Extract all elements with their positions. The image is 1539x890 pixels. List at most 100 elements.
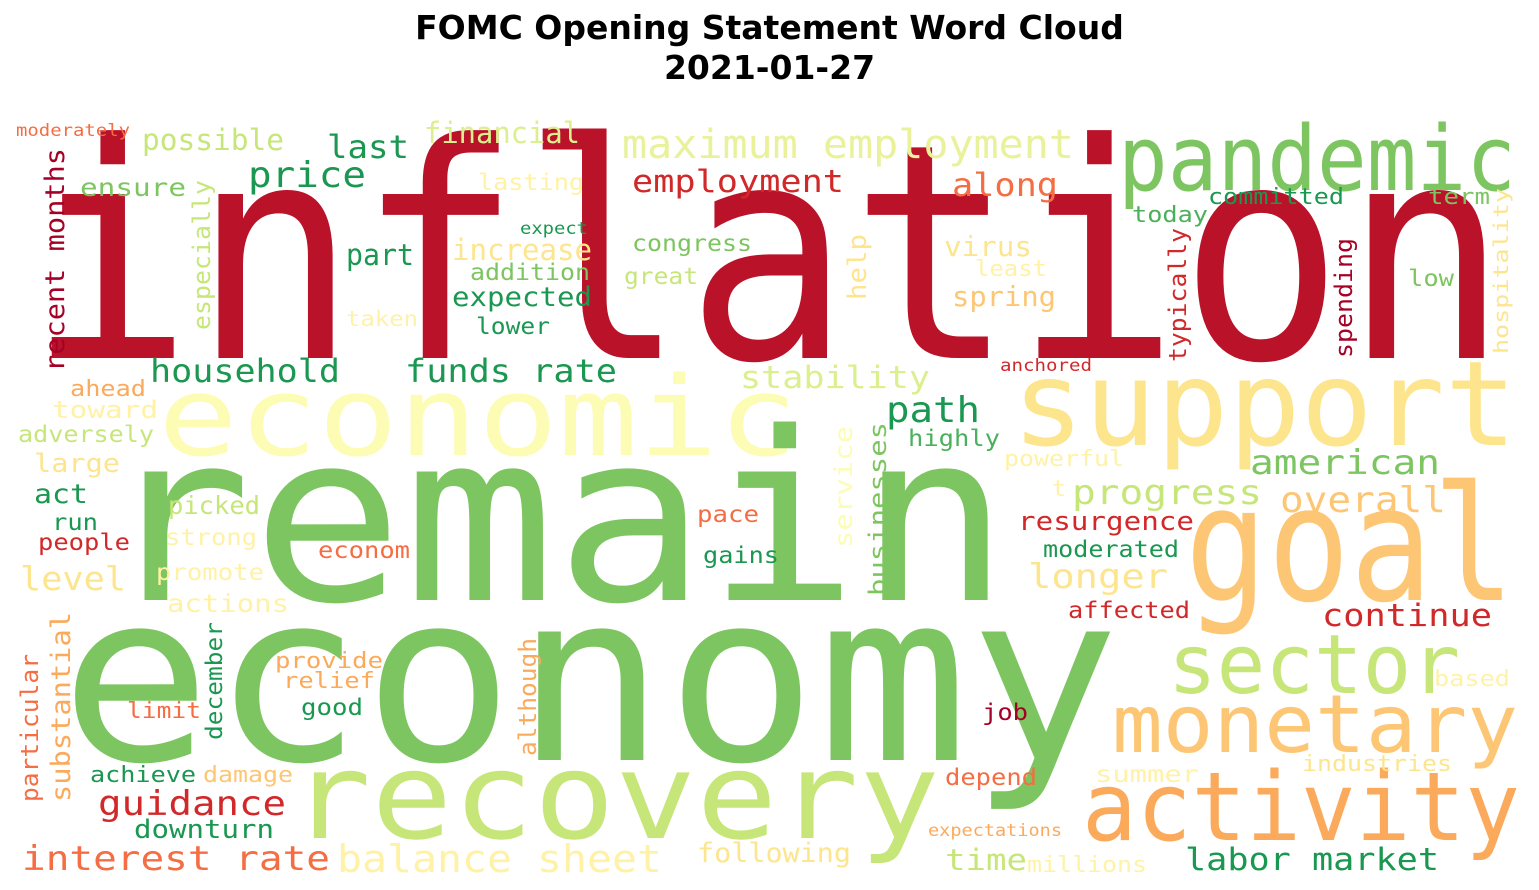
word-american: american [1250, 443, 1440, 483]
chart-title-line2: 2021-01-27 [663, 48, 876, 87]
word-job: job [982, 700, 1028, 726]
word-financial: financial [424, 116, 580, 150]
word-picked: picked [168, 491, 260, 520]
word-damage: damage [203, 763, 293, 788]
word-monetary: monetary [1112, 678, 1518, 771]
word-powerful: powerful [1004, 447, 1124, 472]
word-good: good [301, 695, 363, 721]
word-businesses: businesses [864, 422, 892, 596]
word-maximum-employment: maximum employment [622, 122, 1074, 168]
word-overall: overall [1280, 480, 1446, 521]
word-employment: employment [632, 164, 844, 200]
word-labor-market: labor market [1185, 842, 1439, 878]
word-relief: relief [283, 669, 375, 694]
word-run: run [52, 510, 98, 536]
word-recovery: recovery [290, 728, 940, 867]
word-support: support [1012, 335, 1517, 473]
word-strong: strong [165, 525, 257, 551]
word-today: today [1132, 203, 1208, 228]
word-spending: spending [1330, 238, 1358, 358]
word-increase: increase [452, 233, 592, 267]
word-people: people [38, 530, 130, 556]
word-along: along [952, 166, 1058, 204]
word-expect: expect [520, 219, 588, 239]
word-achieve: achieve [90, 763, 196, 788]
word-pace: pace [697, 502, 759, 528]
word-gains: gains [703, 543, 779, 569]
word-especially: especially [188, 180, 216, 330]
word-stability: stability [740, 360, 930, 396]
word-december: december [202, 622, 228, 740]
word-taken: taken [346, 307, 418, 331]
word-spring: spring [952, 280, 1056, 313]
word-summer: summer [1095, 762, 1199, 788]
word-act: act [34, 479, 88, 510]
word-anchored: anchored [1000, 356, 1092, 376]
word-highly: highly [908, 426, 1000, 452]
word-economy: economy [60, 543, 1120, 816]
chart-title: FOMC Opening Statement Word Cloud 2021-0… [0, 8, 1539, 88]
word-although: although [514, 638, 542, 756]
word-goal: goal [1185, 451, 1515, 638]
word-moderated: moderated [1043, 537, 1179, 563]
word-congress: congress [632, 231, 752, 257]
word-industries: industries [1302, 752, 1452, 777]
word-part: part [346, 238, 414, 272]
word-downturn: downturn [134, 815, 274, 845]
word-virus: virus [944, 230, 1032, 263]
word-household: household [150, 352, 340, 390]
word-toward: toward [52, 396, 158, 424]
word-addition: addition [470, 260, 590, 286]
word-term: term [1428, 185, 1490, 210]
word-hospitality: hospitality [1489, 188, 1513, 354]
word-lower: lower [476, 314, 550, 340]
word-longer: longer [1028, 557, 1168, 597]
word-last: last [327, 128, 409, 166]
word-millions: millions [1027, 853, 1147, 878]
word-following: following [697, 838, 851, 869]
word-interest-rate: interest rate [22, 839, 330, 879]
word-expectations: expectations [928, 821, 1062, 841]
word-ensure: ensure [80, 173, 186, 202]
word-resurgence: resurgence [1018, 507, 1194, 537]
word-lasting: lasting [478, 170, 584, 196]
word-based: based [1434, 667, 1510, 692]
word-great: great [624, 264, 698, 290]
word-pandemic: pandemic [1118, 107, 1516, 212]
word-time: time [945, 843, 1027, 877]
word-inflation: inflation [28, 80, 1508, 429]
word-econom: econom [318, 538, 410, 564]
word-least: least [975, 257, 1047, 282]
word-sector: sector [1168, 618, 1460, 713]
word-progress: progress [1072, 473, 1262, 513]
word-typically: typically [1164, 228, 1192, 362]
word-recent-months: recent months [40, 148, 71, 372]
word-large: large [34, 449, 120, 479]
word-possible: possible [142, 123, 284, 157]
word-balance-sheet: balance sheet [337, 837, 662, 881]
word-depend: depend [945, 765, 1037, 791]
word-affected: affected [1068, 598, 1190, 624]
word-actions: actions [167, 589, 289, 618]
word-expected: expected [452, 282, 592, 313]
word-ahead: ahead [70, 377, 146, 402]
word-path: path [886, 390, 980, 431]
word-help: help [843, 234, 873, 300]
word-activity: activity [1082, 753, 1520, 863]
word-funds-rate: funds rate [405, 352, 617, 390]
word-particular: particular [16, 654, 44, 802]
word-substantial: substantial [46, 612, 77, 802]
word-t: t [1052, 477, 1066, 502]
word-remain: remain [100, 383, 1010, 656]
word-low: low [1408, 266, 1454, 292]
chart-title-line1: FOMC Opening Statement Word Cloud [415, 8, 1124, 47]
word-adversely: adversely [18, 422, 154, 448]
word-continue: continue [1322, 598, 1492, 634]
word-promote: promote [156, 560, 264, 586]
word-economic: economic [158, 353, 798, 481]
word-service: service [829, 426, 858, 548]
word-limit: limit [127, 699, 201, 724]
word-level: level [20, 559, 126, 598]
word-moderately: moderately [16, 121, 130, 141]
